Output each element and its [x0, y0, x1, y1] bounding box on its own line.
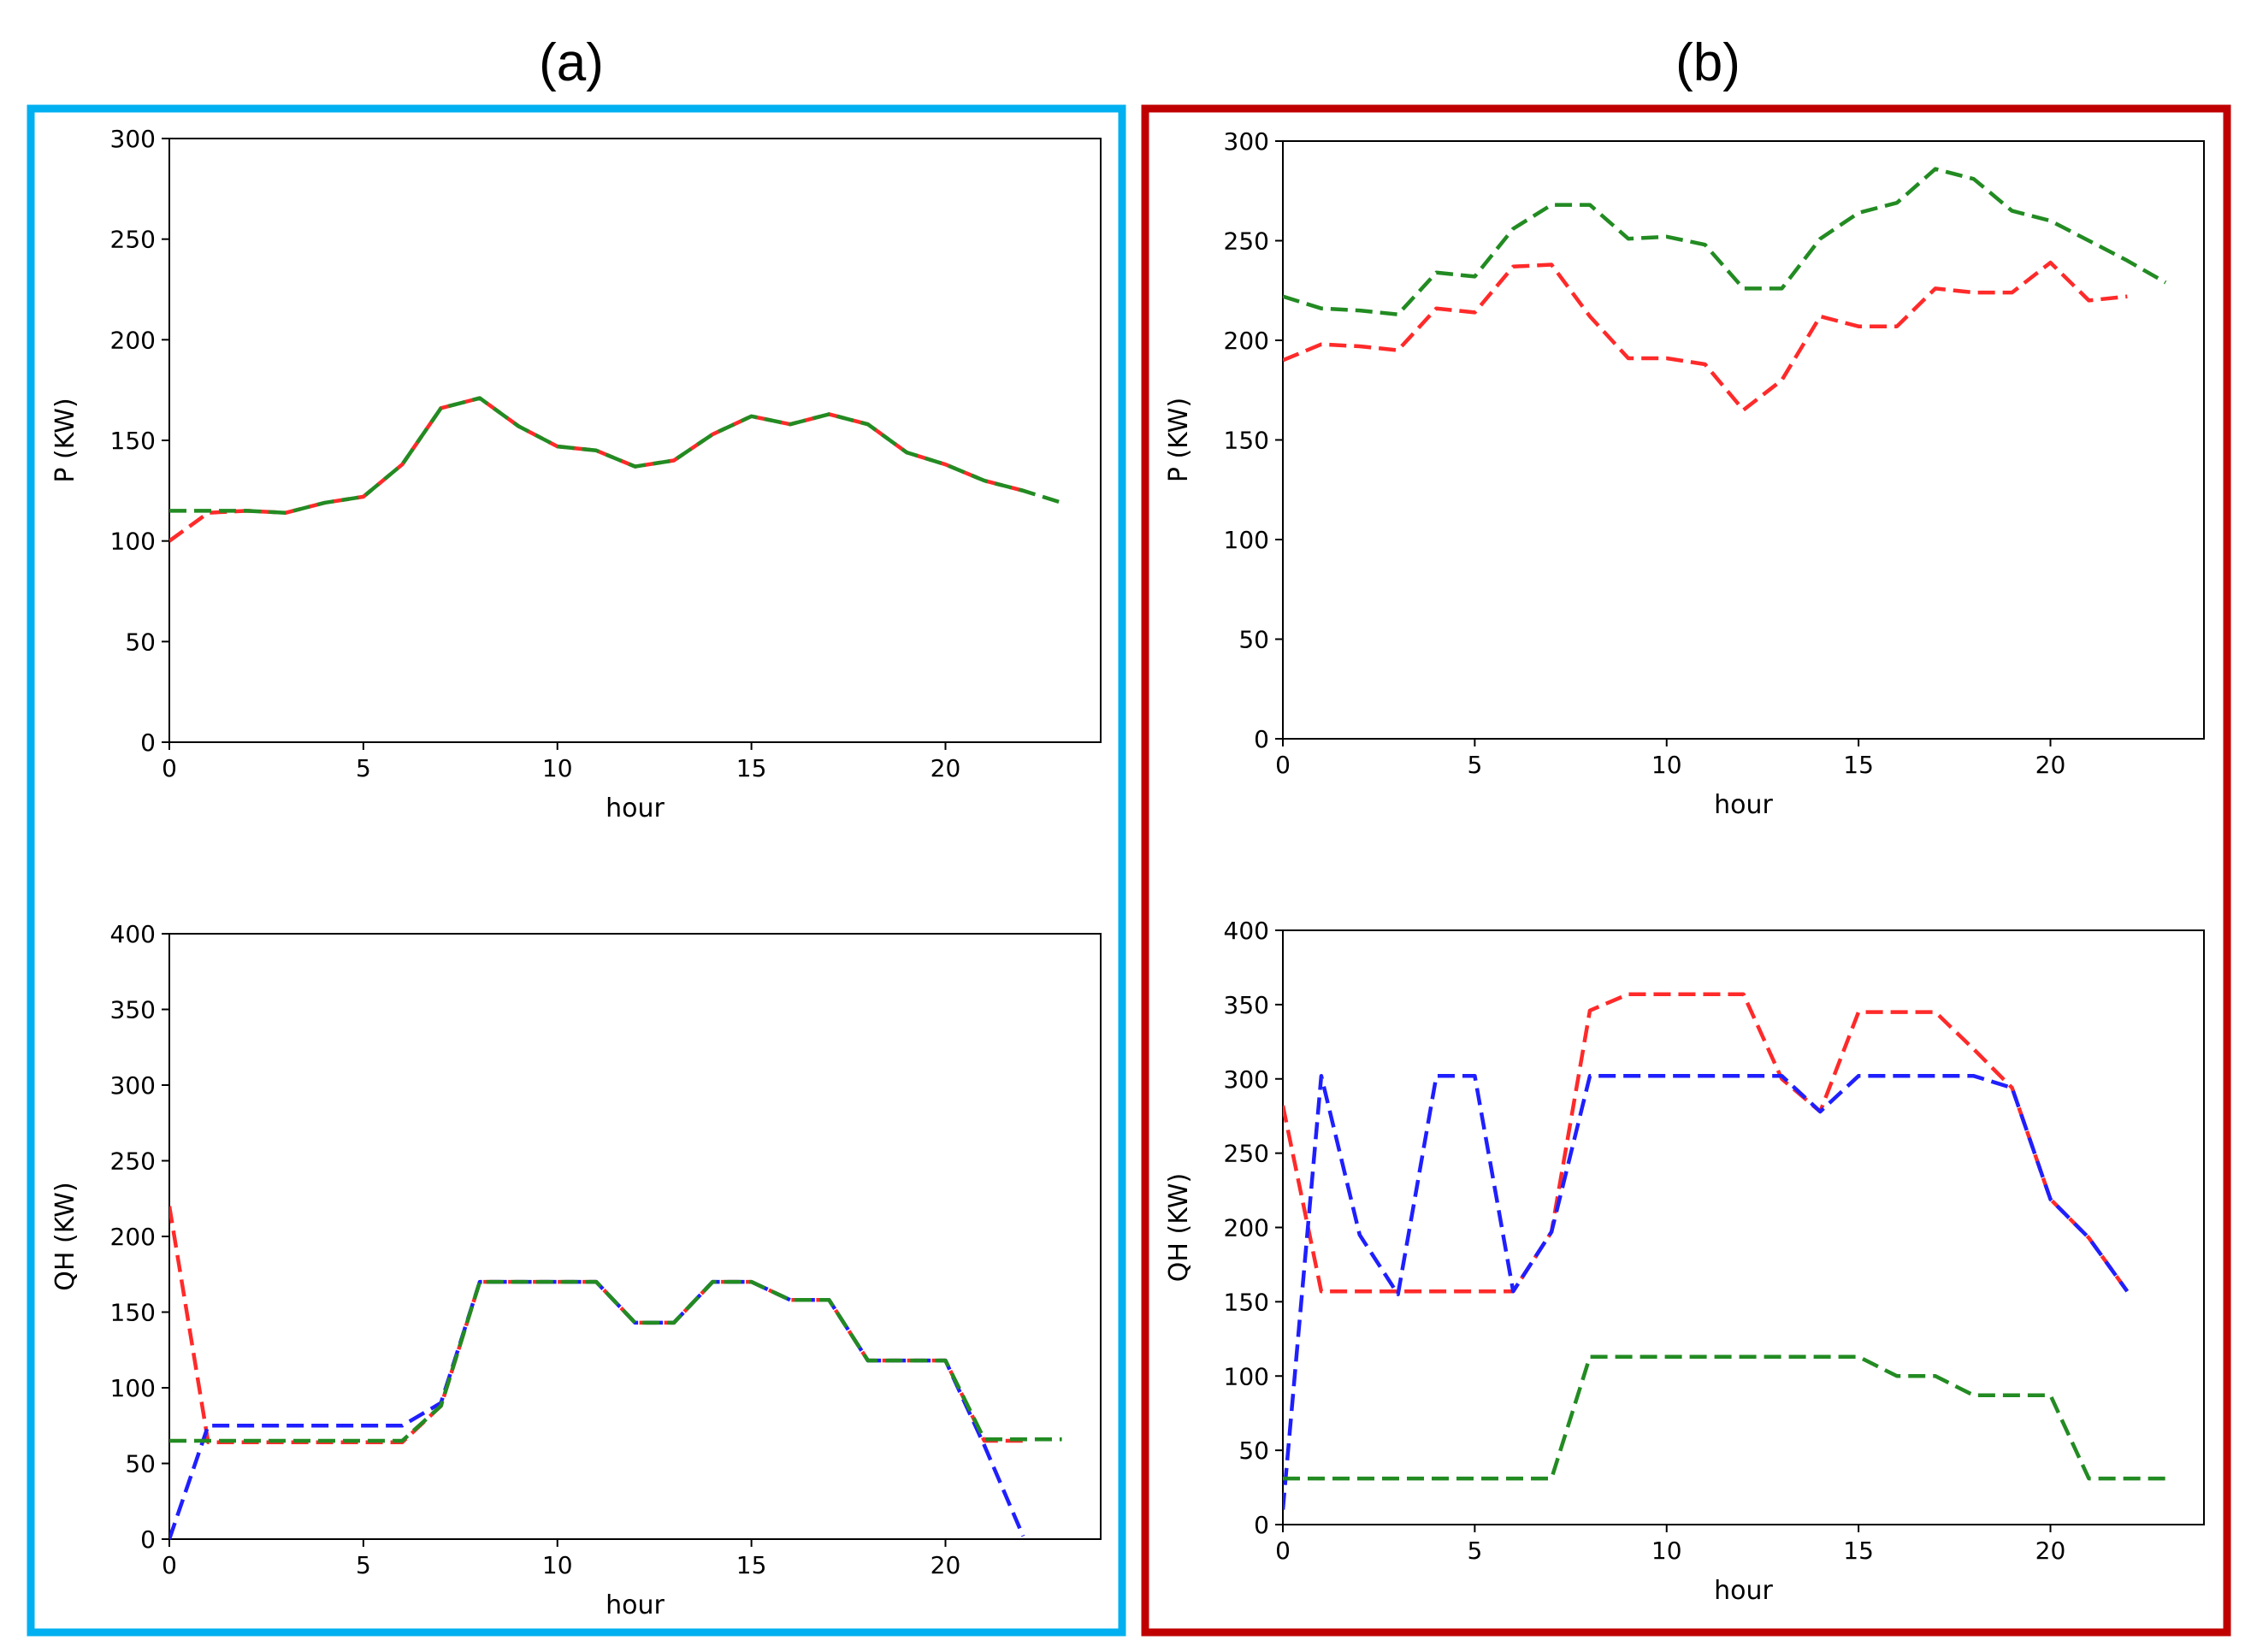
series-line-green	[1283, 1354, 2166, 1481]
y-tick-label: 350	[110, 996, 156, 1024]
y-tick-label: 0	[1254, 1511, 1269, 1539]
series-group	[169, 396, 1063, 543]
panel-a-border	[27, 104, 1126, 1637]
x-tick-label: 5	[356, 754, 371, 782]
y-tick-label: 0	[1254, 725, 1269, 753]
y-tick-label: 50	[125, 1450, 156, 1478]
series-line-red	[169, 396, 1024, 543]
y-tick-label: 300	[1224, 1065, 1269, 1094]
y-tick-label: 150	[110, 1299, 156, 1327]
plot-area	[168, 138, 1102, 743]
y-tick-label: 350	[1224, 991, 1269, 1019]
x-axis-label: hour	[606, 794, 665, 823]
y-tick-label: 300	[110, 125, 156, 153]
y-tick-label: 300	[1224, 127, 1269, 156]
y-tick-label: 200	[110, 1223, 156, 1251]
x-axis-label: hour	[606, 1590, 665, 1620]
x-tick-label: 0	[1275, 1537, 1291, 1565]
plot-area	[168, 933, 1102, 1540]
y-axis-label: QH (KW)	[1164, 1173, 1194, 1282]
y-tick-label: 150	[1224, 427, 1269, 455]
y-tick-label: 300	[110, 1071, 156, 1100]
y-axis-label: P (KW)	[50, 398, 80, 482]
x-axis-label: hour	[1714, 790, 1773, 820]
y-tick-label: 100	[110, 1374, 156, 1402]
x-tick-label: 20	[2035, 1537, 2066, 1565]
panel-label-a: (a)	[539, 33, 604, 92]
y-tick-label: 50	[1238, 626, 1269, 654]
x-tick-label: 20	[931, 1551, 961, 1579]
x-tick-label: 10	[542, 754, 573, 782]
x-tick-label: 0	[1275, 751, 1291, 779]
series-line-red	[1283, 260, 2128, 412]
y-tick-label: 400	[1224, 917, 1269, 945]
y-tick-label: 250	[1224, 227, 1269, 256]
x-tick-label: 0	[162, 1551, 177, 1579]
x-tick-label: 5	[356, 1551, 371, 1579]
x-tick-label: 20	[931, 754, 961, 782]
panel-b-border	[1141, 104, 2231, 1637]
x-axis-label: hour	[1714, 1576, 1773, 1606]
y-tick-label: 50	[1238, 1437, 1269, 1465]
x-tick-label: 15	[1843, 751, 1874, 779]
x-tick-label: 10	[1651, 1537, 1682, 1565]
y-tick-label: 150	[110, 427, 156, 455]
x-tick-label: 15	[1843, 1537, 1874, 1565]
y-tick-label: 150	[1224, 1288, 1269, 1316]
x-tick-label: 10	[1651, 751, 1682, 779]
y-tick-label: 200	[1224, 1214, 1269, 1242]
x-tick-label: 5	[1467, 1537, 1482, 1565]
series-group	[1283, 992, 2166, 1510]
plot-area	[1282, 929, 2205, 1525]
y-tick-label: 400	[110, 920, 156, 948]
y-tick-label: 100	[1224, 1362, 1269, 1390]
x-tick-label: 15	[736, 1551, 767, 1579]
y-tick-label: 250	[1224, 1140, 1269, 1168]
y-tick-label: 250	[110, 226, 156, 254]
panel-label-b: (b)	[1675, 33, 1740, 92]
series-line-red	[1283, 992, 2130, 1294]
series-group	[1283, 167, 2167, 412]
y-tick-label: 0	[140, 1525, 156, 1554]
y-tick-label: 0	[140, 729, 156, 757]
y-tick-label: 100	[1224, 526, 1269, 554]
series-line-green	[169, 1279, 1062, 1443]
y-tick-label: 100	[110, 528, 156, 556]
y-axis-label: P (KW)	[1164, 398, 1194, 482]
x-tick-label: 10	[542, 1551, 573, 1579]
x-tick-label: 0	[162, 754, 177, 782]
x-tick-label: 5	[1467, 751, 1482, 779]
x-tick-label: 15	[736, 754, 767, 782]
plot-area	[1282, 140, 2205, 740]
x-tick-label: 20	[2035, 751, 2066, 779]
y-tick-label: 250	[110, 1148, 156, 1176]
y-tick-label: 200	[1224, 327, 1269, 355]
series-line-green	[169, 396, 1063, 515]
series-line-blue	[1283, 1074, 2130, 1510]
y-tick-label: 200	[110, 326, 156, 354]
y-axis-label: QH (KW)	[50, 1182, 80, 1290]
series-group	[169, 1206, 1062, 1540]
y-tick-label: 50	[125, 628, 156, 656]
series-line-green	[1283, 167, 2167, 316]
